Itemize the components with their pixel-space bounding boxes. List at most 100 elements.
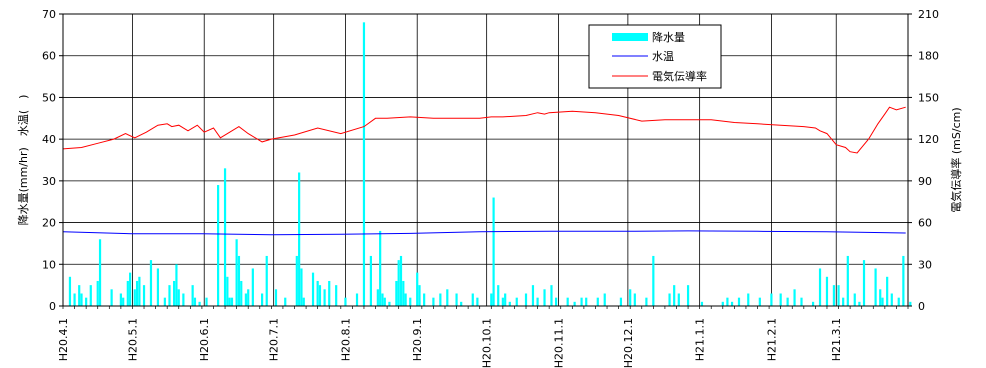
legend-label-precipitation: 降水量 [652,30,685,44]
precipitation-bar [886,276,889,306]
precipitation-bar [633,293,636,306]
precipitation-bar [501,297,504,306]
precipitation-bar [399,255,403,306]
left-tick-label: 0 [49,300,56,313]
precipitation-bar [515,297,518,306]
x-tick-label: H20.5.1 [127,318,140,361]
left-axis-ticks: 0 10 20 30 40 50 60 70 [42,8,63,313]
precipitation-bar [460,301,463,306]
precipitation-bar [786,297,789,306]
x-tick-label: H21.1.1 [694,318,707,361]
precipitation-bar [175,264,178,306]
precipitation-bar [471,293,474,306]
precipitation-bar [298,172,301,306]
precipitation-bar [832,285,836,306]
precipitation-bar [673,285,676,306]
legend-box [588,24,722,89]
precipitation-bar [323,289,326,306]
precipitation-bar [455,293,458,306]
line-series [62,106,906,236]
precipitation-bar [182,293,185,306]
precipitation-bar [492,197,495,306]
precipitation-bar [237,255,241,306]
right-tick-label: 120 [918,133,939,146]
precipitation-bar [168,285,171,306]
precipitation-bar [677,293,680,306]
precipitation-bar [862,260,866,306]
precipitation-bar [126,280,129,306]
precipitation-bar [837,285,840,306]
x-tick-label: H20.7.1 [268,318,281,361]
precipitation-bar [335,285,338,306]
right-tick-label: 90 [918,175,932,188]
precipitation-bar [543,289,546,306]
precipitation-bar [580,297,583,306]
precipitation-bar [879,289,882,306]
precipitation-bar [198,301,201,306]
precipitation-bar [251,268,254,306]
precipitation-bar [265,255,268,306]
precipitation-bar [228,297,231,306]
legend: 降水量 水温 電気伝導率 [588,24,722,89]
precipitation-bar [811,301,815,306]
precipitation-bar [747,293,750,306]
water-temp-line [62,230,906,236]
precipitation-bar [737,297,741,306]
precipitation-bar [645,297,648,306]
x-tick-label: H21.3.1 [830,318,843,361]
precipitation-bar [758,297,761,306]
precipitation-bar [402,280,405,306]
precipitation-bar [383,297,386,306]
right-axis-label: 電気伝導率 (mS/cm) [949,107,963,212]
conductivity-line [62,106,906,154]
precipitation-bar [311,272,315,306]
precipitation-bar [874,268,877,306]
precipitation-bar [230,297,234,306]
precipitation-bar [177,289,180,306]
precipitation-bar [409,297,412,306]
precipitation-bar [550,285,553,306]
precipitation-bar [240,280,243,306]
left-tick-label: 60 [42,50,56,63]
precipitation-bar [726,297,729,306]
precipitation-bar [138,276,141,306]
precipitation-bar [381,293,384,306]
precipitation-bar [379,230,382,306]
precipitation-bar [302,297,305,306]
precipitation-bar [85,297,88,306]
precipitation-bar [504,293,507,306]
right-tick-label: 60 [918,217,932,230]
precipitation-bar [531,285,535,306]
precipitation-bar [261,293,264,306]
precipitation-bar [842,297,845,306]
precipitation-bar [142,285,146,306]
x-tick-label: H20.6.1 [198,318,211,361]
precipitation-bar [700,301,704,306]
precipitation-bar [524,293,528,306]
right-axis-ticks: 0 30 60 90 120 150 180 210 [908,8,939,313]
precipitation-bar [149,260,153,306]
precipitation-bar [316,280,319,306]
precipitation-bar [173,280,176,306]
precipitation-bar [328,280,331,306]
x-tick-label: H20.10.1 [481,318,494,368]
precipitation-bar [284,297,287,306]
precipitation-bar [423,293,426,306]
precipitation-bar [68,276,72,306]
precipitation-bar [89,285,92,306]
precipitation-bar [497,285,500,306]
left-tick-label: 20 [42,217,56,230]
precipitation-bar [395,280,398,306]
precipitation-bar [818,268,822,306]
precipitation-bar [508,301,511,306]
precipitation-bar [629,289,632,306]
precipitation-bar [247,289,250,306]
precipitation-bar [858,301,861,306]
precipitation-bar [619,297,623,306]
precipitation-bar [825,276,829,306]
x-tick-label: H21.2.1 [765,318,778,361]
precipitation-bar [163,297,166,306]
right-tick-label: 180 [918,50,939,63]
precipitation-bar [300,268,303,306]
